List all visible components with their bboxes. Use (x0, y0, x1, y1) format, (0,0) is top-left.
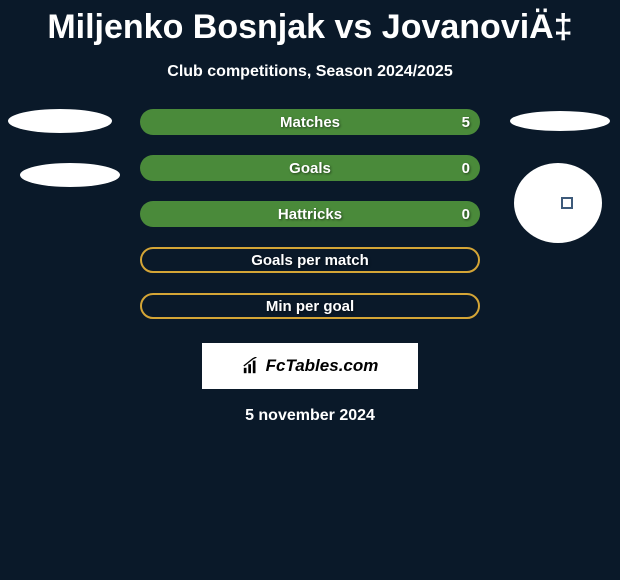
stat-value: 5 (462, 114, 470, 131)
decor-ellipse-left-top (8, 109, 112, 133)
date-text: 5 november 2024 (0, 407, 620, 425)
placeholder-icon (561, 197, 573, 209)
content-area: Matches 5 Goals 0 Hattricks 0 Goals per … (0, 109, 620, 425)
stat-value: 0 (462, 206, 470, 223)
stat-value: 0 (462, 160, 470, 177)
stat-label: Matches (280, 114, 340, 131)
brand-text: FcTables.com (266, 356, 379, 376)
stat-label: Goals per match (251, 252, 369, 269)
stat-bar-matches: Matches 5 (140, 109, 480, 135)
stat-bar-min-per-goal: Min per goal (140, 293, 480, 319)
brand-box: FcTables.com (202, 343, 418, 389)
stat-bar-goals-per-match: Goals per match (140, 247, 480, 273)
decor-circle-right (514, 163, 602, 243)
decor-ellipse-right-top (510, 111, 610, 131)
stat-label: Goals (289, 160, 331, 177)
stat-label: Hattricks (278, 206, 342, 223)
stat-bar-hattricks: Hattricks 0 (140, 201, 480, 227)
brand-logo-icon (242, 357, 260, 375)
stat-label: Min per goal (266, 298, 354, 315)
stat-bar-goals: Goals 0 (140, 155, 480, 181)
stats-list: Matches 5 Goals 0 Hattricks 0 Goals per … (140, 109, 480, 319)
decor-ellipse-left-bottom (20, 163, 120, 187)
page-subtitle: Club competitions, Season 2024/2025 (0, 63, 620, 81)
page-title: Miljenko Bosnjak vs JovanoviÄ‡ (0, 0, 620, 47)
